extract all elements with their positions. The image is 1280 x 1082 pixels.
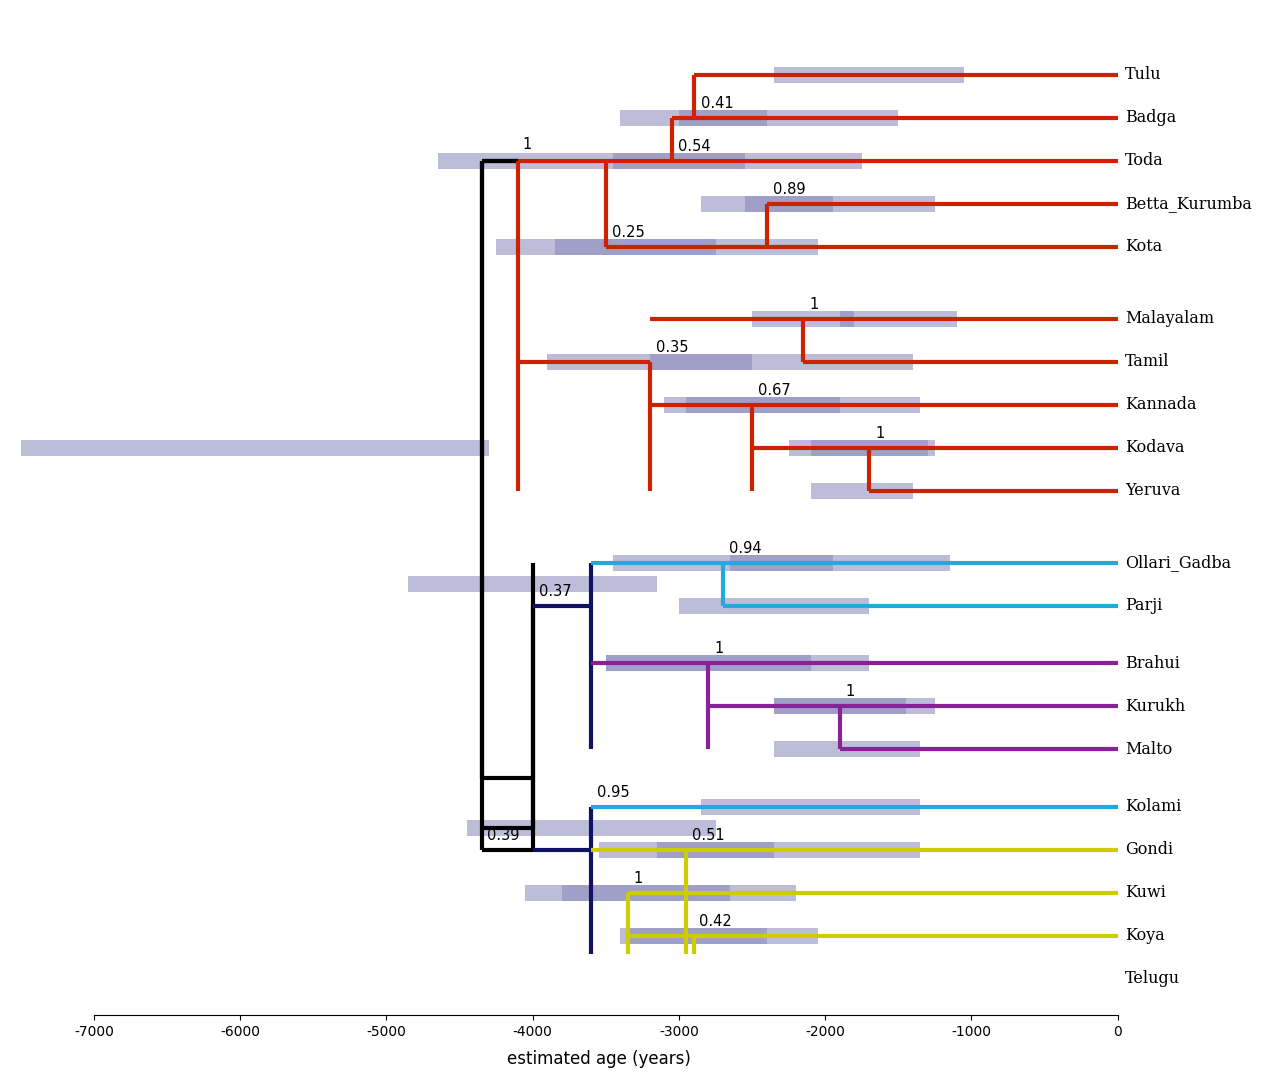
Text: Gondi: Gondi (1125, 842, 1174, 858)
Bar (657, 842, 920, 858)
Bar (774, 698, 906, 714)
Text: 1: 1 (846, 684, 855, 699)
Text: 1: 1 (876, 425, 884, 440)
Bar (599, 153, 745, 169)
Text: 1: 1 (634, 871, 643, 886)
Bar (701, 196, 832, 212)
Bar (788, 439, 934, 456)
Text: Parji: Parji (1125, 597, 1162, 615)
Text: Kurukh: Kurukh (1125, 698, 1185, 715)
Text: 1: 1 (809, 296, 818, 312)
Bar (774, 67, 964, 82)
Text: Malayalam: Malayalam (1125, 311, 1215, 327)
Bar (810, 483, 913, 499)
Text: Telugu: Telugu (1125, 971, 1180, 988)
Bar (774, 741, 920, 757)
Bar (438, 153, 599, 169)
Bar (701, 799, 920, 815)
Text: 0.67: 0.67 (758, 383, 791, 397)
Text: 0.51: 0.51 (692, 828, 724, 843)
Bar (810, 439, 928, 456)
Bar (650, 354, 913, 370)
Text: 0.95: 0.95 (596, 784, 630, 800)
Text: Toda: Toda (1125, 153, 1164, 169)
Text: Kota: Kota (1125, 238, 1162, 255)
Text: 0.54: 0.54 (677, 138, 710, 154)
Bar (678, 597, 869, 613)
Text: 0.25: 0.25 (612, 225, 644, 240)
Text: 0.41: 0.41 (701, 95, 733, 110)
Text: 0.42: 0.42 (699, 913, 732, 928)
Text: Malto: Malto (1125, 741, 1172, 757)
Bar (554, 239, 818, 255)
X-axis label: estimated age (years): estimated age (years) (507, 1050, 690, 1068)
Text: 1: 1 (714, 641, 723, 656)
Text: 0.94: 0.94 (728, 541, 762, 555)
Bar (686, 397, 920, 413)
Text: Kuwi: Kuwi (1125, 884, 1166, 901)
Bar (627, 928, 818, 944)
Bar (408, 576, 657, 592)
Bar (584, 971, 788, 987)
Bar (730, 555, 950, 571)
Text: 1: 1 (522, 136, 531, 151)
Bar (497, 239, 716, 255)
Text: Betta_Kurumba: Betta_Kurumba (1125, 196, 1252, 212)
Bar (774, 698, 934, 714)
Bar (621, 928, 767, 944)
Bar (562, 885, 796, 901)
Bar (621, 109, 767, 126)
Text: Ollari_Gadba: Ollari_Gadba (1125, 554, 1231, 571)
Text: 0.35: 0.35 (655, 340, 689, 355)
Text: 0.39: 0.39 (488, 828, 520, 843)
Text: Tulu: Tulu (1125, 66, 1162, 83)
Text: 0.37: 0.37 (539, 583, 571, 598)
Bar (678, 109, 899, 126)
Bar (745, 196, 934, 212)
Text: Kodava: Kodava (1125, 439, 1184, 457)
Bar (605, 655, 869, 671)
Text: 0.89: 0.89 (773, 182, 805, 197)
Text: Kolami: Kolami (1125, 799, 1181, 815)
Bar (0, 439, 489, 456)
Text: Brahui: Brahui (1125, 655, 1180, 672)
Bar (548, 354, 753, 370)
Bar (599, 842, 774, 858)
Bar (613, 555, 832, 571)
Text: Badga: Badga (1125, 109, 1176, 127)
Bar (753, 311, 855, 327)
Bar (605, 655, 810, 671)
Bar (613, 153, 861, 169)
Bar (664, 397, 840, 413)
Text: Yeruva: Yeruva (1125, 483, 1180, 500)
Text: Koya: Koya (1125, 927, 1165, 945)
Bar (467, 820, 716, 836)
Bar (525, 885, 730, 901)
Text: Tamil: Tamil (1125, 353, 1170, 370)
Text: Kannada: Kannada (1125, 396, 1197, 413)
Bar (840, 311, 957, 327)
